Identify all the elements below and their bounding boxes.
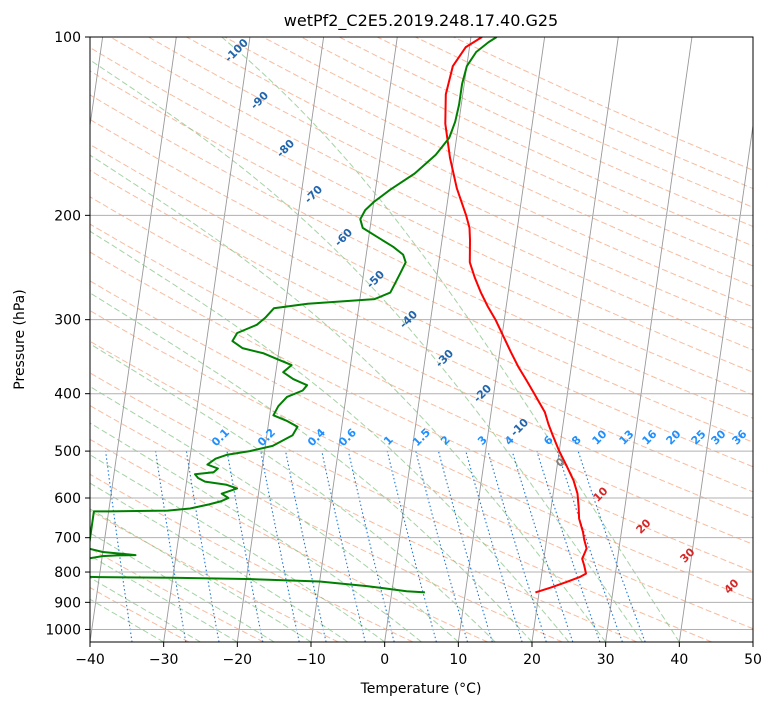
x-tick-label: 40 [670, 652, 688, 668]
mixing-ratio-line [347, 450, 395, 642]
dry-adiabat [90, 169, 753, 493]
moist-adiabat [90, 555, 238, 642]
x-axis-label: Temperature (°C) [360, 681, 482, 697]
pressure-gridlines [90, 37, 753, 630]
plot-frame [89, 36, 754, 643]
dry-adiabat [90, 340, 712, 642]
x-tick-label: 50 [744, 652, 762, 668]
mixing-ratio-line [285, 450, 327, 642]
mixing-ratio-line [437, 450, 493, 642]
moist-adiabat [90, 292, 533, 642]
isotherm [605, 37, 693, 642]
dry-adiabat [90, 94, 753, 419]
dry-adiabat [90, 143, 753, 468]
mixing-ratio-line [321, 450, 366, 642]
y-tick-label: 100 [54, 30, 81, 46]
x-tick-label: 30 [597, 652, 615, 668]
dry-adiabat [90, 438, 488, 642]
mixing-ratio-lines [105, 450, 646, 642]
isotherm [531, 37, 619, 642]
mixing-ratio-line [511, 450, 574, 642]
mixing-ratio-line [260, 451, 300, 642]
moist-adiabat [90, 598, 164, 642]
series-lines [90, 37, 588, 594]
y-axis-ticks: 100 200 300 400 500 600 700 800 900 1000 [45, 30, 90, 638]
isotherm [310, 37, 398, 642]
moist-adiabat [90, 532, 275, 642]
isotherm [384, 37, 472, 642]
mixing-ratio-line [415, 450, 469, 642]
x-tick-label: −10 [296, 652, 326, 668]
moist-adiabat [90, 385, 459, 642]
dry-adiabat [90, 547, 264, 642]
moist-adiabat [90, 454, 385, 642]
dry-adiabat [90, 251, 753, 573]
dry-adiabat [90, 196, 753, 519]
mixing-ratio-line [155, 451, 187, 642]
dry-adiabat [186, 37, 753, 308]
x-tick-label: −20 [223, 652, 253, 668]
dry-adiabats [90, 37, 753, 642]
isotherm [236, 37, 325, 642]
chart-title: wetPf2_C2E5.2019.248.17.40.G25 [284, 11, 558, 31]
dry-adiabat [90, 47, 753, 373]
moist-adiabat [90, 482, 349, 642]
x-tick-label: 20 [523, 652, 541, 668]
y-tick-label: 700 [54, 531, 81, 547]
moist-adiabat [90, 577, 201, 642]
isotherm [163, 37, 251, 642]
mixing-ratio-line [577, 450, 646, 642]
y-tick-label: 400 [54, 387, 81, 403]
x-tick-label: −30 [149, 652, 179, 668]
x-tick-label: −40 [75, 652, 105, 668]
dry-adiabat [90, 510, 339, 642]
mixing-ratio-line [536, 450, 601, 642]
dry-adiabat [90, 372, 638, 642]
y-tick-label: 900 [54, 595, 81, 611]
y-axis-label: Pressure (hPa) [12, 289, 28, 389]
x-tick-label: 0 [380, 652, 389, 668]
moist-adiabat [90, 230, 570, 642]
isotherm [678, 122, 753, 642]
isotherm [90, 37, 177, 642]
y-tick-label: 1000 [45, 622, 81, 638]
mixing-ratio-line [465, 450, 523, 642]
moist-adiabat [90, 59, 643, 642]
dry-adiabat [148, 37, 753, 329]
dry-adiabat [90, 310, 753, 630]
y-tick-label: 300 [54, 313, 81, 329]
y-tick-label: 800 [54, 565, 81, 581]
dry-adiabat [90, 404, 563, 642]
mixing-ratio-line [556, 450, 623, 642]
temperature-line [444, 37, 588, 594]
y-tick-label: 200 [54, 208, 81, 224]
mixing-ratio-line [487, 450, 547, 642]
plot-area: 0.1 0.2 0.4 0.6 1 1.5 2 3 4 6 8 10 13 16 20 25 30 36-100-… [90, 37, 753, 642]
dry-adiabat [90, 223, 753, 545]
dewpoint-line [90, 37, 498, 594]
dry-adiabat [110, 37, 753, 351]
moist-adiabat [90, 508, 312, 642]
y-tick-label: 600 [54, 491, 81, 507]
mixing-ratio-line [226, 451, 264, 642]
mixing-ratio-line [386, 450, 437, 642]
y-tick-label: 500 [54, 444, 81, 460]
moist-adiabat [90, 343, 496, 642]
isotherm [457, 37, 546, 642]
isotherms [90, 37, 753, 642]
moist-adiabat [221, 37, 680, 642]
mixing-ratio-line [105, 451, 133, 642]
x-axis-ticks: −40 −30 −20 −10 0 10 20 30 40 50 [75, 642, 762, 668]
x-tick-label: 10 [449, 652, 467, 668]
